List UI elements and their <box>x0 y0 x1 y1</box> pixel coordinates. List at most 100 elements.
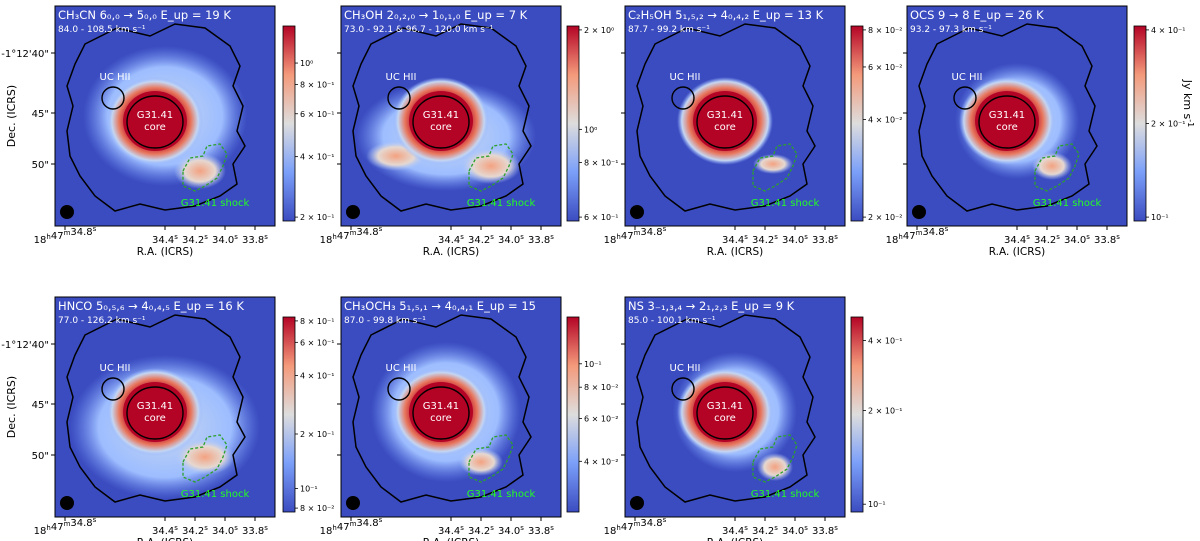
colorbar-tick-label: 4 × 10⁻¹ <box>868 336 903 345</box>
colorbar-tick-label: 4 × 10⁻¹ <box>1151 26 1186 35</box>
ra-tick-label: 33.8s <box>812 233 838 246</box>
ra-tick-unit: s <box>460 524 464 532</box>
core-contour <box>696 386 754 440</box>
ra-tick-unit: s <box>834 233 838 241</box>
emission-core-peak <box>123 382 187 442</box>
ra-tick-unit: s <box>234 233 238 241</box>
ra-tick-label: 18h47m34.8s <box>320 516 383 537</box>
ra-tick-unit: s <box>834 524 838 532</box>
ra-tick-value: 47 <box>51 522 64 533</box>
uchii-contour <box>671 86 695 110</box>
ra-tick-value: 18 <box>320 235 333 246</box>
ra-tick-label: 18h47m34.8s <box>886 225 949 246</box>
dec-tick-label: 45" <box>32 109 49 120</box>
ra-tick-value: 34.0 <box>212 526 234 537</box>
y-axis-label: Dec. (ICRS) <box>5 376 18 438</box>
ra-tick-label: 34.4s <box>438 524 464 537</box>
dec-tick-label: 50" <box>32 160 49 171</box>
panel-title: HNCO 5₀,₅,₆ → 4₀,₄,₅ E_up = 16 K <box>58 299 244 313</box>
colorbar-tick-label: 8 × 10⁻¹ <box>300 81 335 90</box>
core-label-line1: G31.41 <box>137 110 173 121</box>
ra-tick-label: 34.4s <box>722 524 748 537</box>
panel-title: NS 3₋₁,₃,₄ → 2₁,₂,₃ E_up = 9 K <box>628 299 795 313</box>
ra-tick-label: 34.0s <box>498 233 524 246</box>
velocity-range: 73.0 - 92.1 & 96.7 - 120.0 km s⁻¹ <box>344 25 494 35</box>
x-axis-label: R.A. (ICRS) <box>707 246 764 258</box>
ra-tick-label: 34.0s <box>212 233 238 246</box>
ra-tick-unit: s <box>774 233 778 241</box>
colorbar-tick-label: 6 × 10⁻² <box>868 63 903 72</box>
ra-tick-unit: m <box>64 229 71 237</box>
continuum-contour <box>66 23 246 212</box>
ra-tick-value: 34.0 <box>498 526 520 537</box>
continuum-contour <box>352 23 532 212</box>
core-contour <box>978 95 1036 149</box>
ra-tick-value: 34.2 <box>468 235 490 246</box>
ra-tick-value: 33.8 <box>242 235 264 246</box>
x-axis-label: R.A. (ICRS) <box>989 246 1046 258</box>
dec-tick-label: 50" <box>32 451 49 462</box>
uchii-contour <box>101 86 125 110</box>
ra-tick-value: 47 <box>337 231 350 242</box>
x-axis-label: R.A. (ICRS) <box>137 537 194 541</box>
colorbar-tick-label: 8 × 10⁻² <box>584 383 619 392</box>
ra-tick-value: 34.4 <box>1004 235 1026 246</box>
continuum-contour <box>636 23 816 212</box>
ra-tick-value: 18 <box>320 526 333 537</box>
x-axis-label: R.A. (ICRS) <box>707 537 764 541</box>
ra-tick-value: 34.2 <box>182 526 204 537</box>
ra-tick-label: 34.4s <box>438 233 464 246</box>
ra-tick-value: 34.2 <box>1034 235 1056 246</box>
continuum-contour <box>352 314 532 503</box>
ra-tick-unit: s <box>234 524 238 532</box>
ra-tick-unit: h <box>616 233 620 241</box>
ra-tick-value: 47 <box>337 522 350 533</box>
shock-label: G31.41 shock <box>467 198 536 209</box>
ra-tick-label: 34.0s <box>782 233 808 246</box>
colorbar <box>282 316 296 513</box>
ra-tick-label: 34.4s <box>722 233 748 246</box>
ra-tick-unit: h <box>46 524 50 532</box>
ra-tick-label: 34.4s <box>152 524 178 537</box>
colorbar <box>282 25 296 222</box>
ra-tick-label: 34.0s <box>498 524 524 537</box>
core-label-line2: core <box>430 413 452 424</box>
ra-tick-unit: s <box>93 225 97 233</box>
ra-tick-value: 34.2 <box>468 526 490 537</box>
ra-tick-value: 34.8 <box>356 227 378 238</box>
core-label-line2: core <box>144 413 166 424</box>
ra-tick-unit: h <box>332 524 336 532</box>
ra-tick-unit: h <box>616 524 620 532</box>
core-label-line1: G31.41 <box>137 401 173 412</box>
emission-warm-spot <box>757 453 793 481</box>
shock-region <box>752 434 798 483</box>
x-axis-label: R.A. (ICRS) <box>423 537 480 541</box>
core-label-line1: G31.41 <box>707 401 743 412</box>
ra-tick-label: 34.2s <box>468 233 494 246</box>
ra-tick-unit: h <box>46 233 50 241</box>
colorbar-tick-label: 10⁻¹ <box>1151 213 1169 222</box>
ra-tick-unit: m <box>634 520 641 528</box>
uchii-contour <box>387 377 411 401</box>
ra-tick-label: 34.2s <box>752 524 778 537</box>
ra-tick-label: 33.8s <box>812 524 838 537</box>
ra-tick-value: 34.4 <box>152 526 174 537</box>
colorbar-tick-label: 6 × 10⁻¹ <box>584 213 619 222</box>
colorbar-tick-label: 4 × 10⁻² <box>868 116 903 125</box>
ra-tick-value: 33.8 <box>812 235 834 246</box>
panel-title: OCS 9 → 8 E_up = 26 K <box>910 8 1044 22</box>
colorbar-tick-label: 8 × 10⁻² <box>300 504 335 513</box>
colorbar-tick-label: 2 × 10⁰ <box>584 26 614 35</box>
beam-marker <box>912 205 926 219</box>
velocity-range: 77.0 - 126.2 km s⁻¹ <box>58 316 146 326</box>
ra-tick-unit: s <box>1026 233 1030 241</box>
colorbar-label-text: Jy km s <box>1181 79 1194 120</box>
emission-warm-spot <box>461 148 521 184</box>
ra-tick-value: 34.0 <box>212 235 234 246</box>
ra-tick-value: 33.8 <box>242 526 264 537</box>
ra-tick-label: 33.8s <box>528 233 554 246</box>
